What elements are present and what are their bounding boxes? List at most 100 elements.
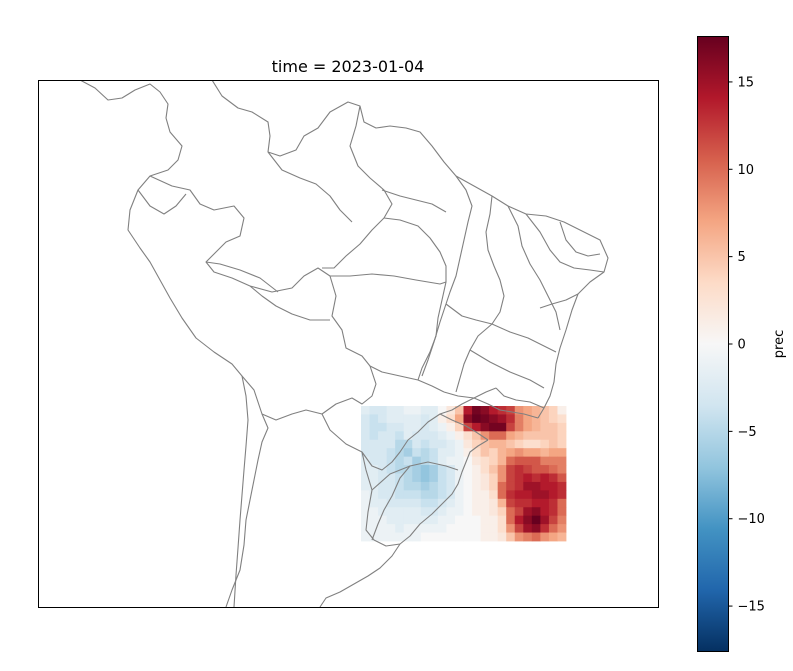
field-cell [437, 448, 447, 458]
field-cell [540, 456, 550, 466]
field-cell [378, 439, 388, 449]
field-cell [437, 456, 447, 466]
field-cell [412, 422, 422, 432]
field-cell [480, 465, 490, 474]
field-cell [548, 490, 558, 500]
field-cell [446, 481, 456, 491]
field-cell [386, 498, 396, 508]
field-cell [437, 524, 447, 533]
field-cell [395, 456, 405, 466]
field-cell [540, 431, 550, 441]
field-cell [531, 498, 541, 508]
field-cell [403, 422, 413, 432]
field-cell [395, 422, 405, 432]
field-cell [369, 490, 379, 500]
field-cell [412, 431, 422, 441]
field-cell [403, 414, 413, 424]
field-cell [514, 465, 524, 474]
field-cell [514, 439, 524, 449]
field-cell [378, 456, 388, 466]
field-cell [548, 481, 558, 491]
field-cell [557, 490, 567, 500]
field-cell [506, 532, 516, 542]
field-cell [523, 515, 533, 525]
field-cell [472, 406, 481, 415]
field-cell [514, 515, 524, 525]
state-border [445, 175, 473, 305]
field-cell [514, 498, 524, 508]
field-cell [361, 406, 370, 415]
field-cell [506, 524, 516, 533]
field-cell [386, 414, 396, 424]
field-cell [472, 465, 481, 474]
field-cell [403, 448, 413, 458]
field-cell [437, 414, 447, 424]
field-cell [395, 431, 405, 441]
field-cell [523, 473, 533, 483]
field-cell [361, 456, 370, 466]
field-cell [489, 481, 499, 491]
field-cell [506, 473, 516, 483]
field-cell [506, 481, 516, 491]
field-cell [557, 515, 567, 525]
field-cell [497, 524, 507, 533]
field-cell [395, 414, 405, 424]
state-border [455, 195, 505, 393]
field-cell [497, 414, 507, 424]
field-cell [548, 473, 558, 483]
field-cell [454, 448, 464, 458]
field-cell [514, 507, 524, 517]
field-cell [540, 439, 550, 449]
field-cell [514, 481, 524, 491]
field-cell [548, 406, 558, 415]
field-cell [403, 439, 413, 449]
field-cell [378, 431, 388, 441]
field-cell [412, 532, 422, 542]
field-cell [497, 498, 507, 508]
coastline-border [79, 80, 249, 608]
field-cell [540, 481, 550, 491]
state-border [491, 323, 557, 353]
field-cell [386, 473, 396, 483]
field-cell [480, 406, 490, 415]
field-cell [446, 515, 456, 525]
field-cell [429, 473, 439, 483]
field-cell [446, 439, 456, 449]
field-cell [531, 524, 541, 533]
field-cell [378, 515, 388, 525]
field-cell [514, 406, 524, 415]
field-cell [548, 515, 558, 525]
field-cell [531, 481, 541, 491]
field-cell [523, 498, 533, 508]
field-cell [489, 406, 499, 415]
field-cell [429, 448, 439, 458]
field-cell [540, 498, 550, 508]
field-cell [523, 481, 533, 491]
field-cell [497, 490, 507, 500]
field-cell [463, 406, 473, 415]
field-cell [429, 439, 439, 449]
field-cell [497, 507, 507, 517]
field-cell [548, 422, 558, 432]
field-cell [412, 456, 422, 466]
field-cell [369, 473, 379, 483]
field-cell [557, 498, 567, 508]
field-cell [361, 431, 370, 441]
state-border [137, 189, 187, 215]
field-cell [395, 498, 405, 508]
country-border [361, 439, 489, 547]
field-cell [480, 448, 490, 458]
field-cell [523, 532, 533, 542]
field-cell [480, 439, 490, 449]
field-cell [429, 431, 439, 441]
field-cell [412, 490, 422, 500]
field-cell [480, 422, 490, 432]
field-cell [514, 532, 524, 542]
field-cell [497, 448, 507, 458]
country-border [241, 365, 377, 421]
field-cell [369, 422, 379, 432]
field-cell [472, 515, 481, 525]
field-cell [454, 515, 464, 525]
field-cell [412, 465, 422, 474]
state-border [539, 293, 579, 309]
